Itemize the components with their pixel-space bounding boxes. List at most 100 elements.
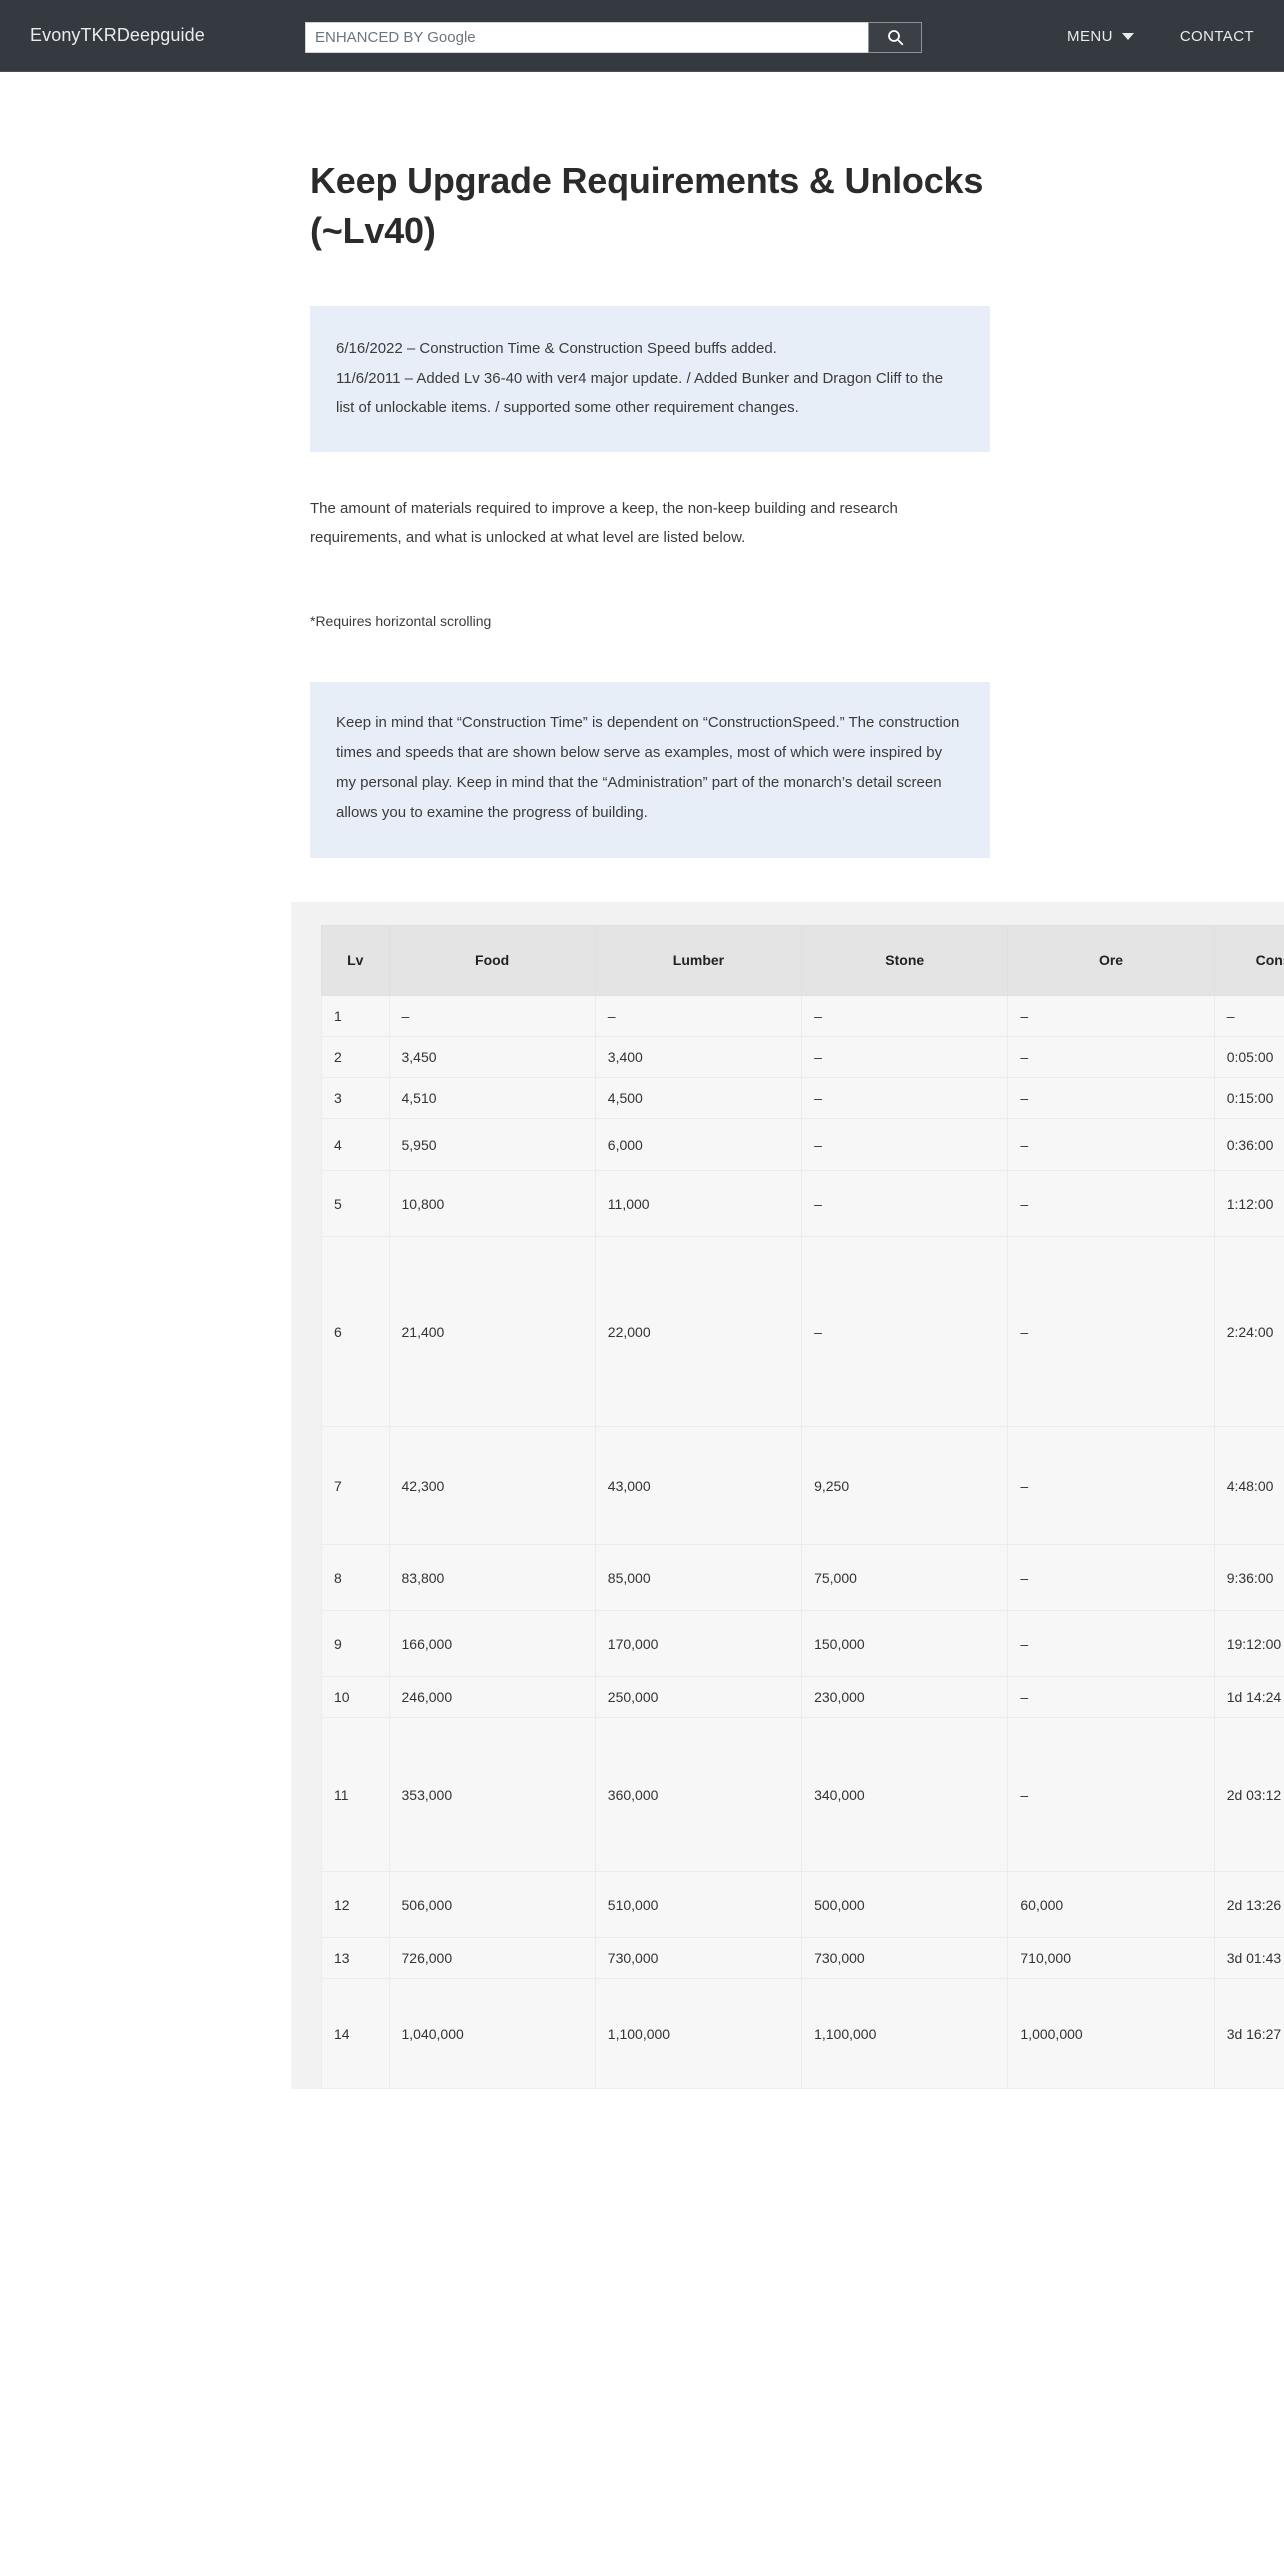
cell-construction-time: 0:05:00 [1213,1036,1284,1079]
cell-food: 3,450 [388,1036,596,1079]
table-row: 3 4,510 4,500– –0:15:00 [321,1077,1284,1120]
update-notice-box: 6/16/2022 – Construction Time & Construc… [310,306,990,453]
primary-nav: MENU CONTACT [1067,0,1254,72]
cell-stone: 230,000 [801,1676,1009,1719]
column-header-lumber: Lumber [594,925,803,997]
cell-construction-time: 2:24:00 [1213,1236,1284,1428]
cell-food: 726,000 [388,1937,596,1980]
cell-lv: 7 [321,1426,390,1546]
cell-lv: 6 [321,1236,390,1428]
table-row: 8 83,800 85,000 75,000–9:36:00 [321,1544,1284,1612]
cell-stone: 150,000 [801,1610,1009,1678]
cell-food: 21,400 [388,1236,596,1428]
cell-lumber: 4,500 [594,1077,803,1120]
cell-food: – [388,995,596,1038]
cell-ore: – [1007,1077,1215,1120]
table-row: 2 3,450 3,400– –0:05:00 [321,1036,1284,1079]
table-row: 4 5,950 6,000– –0:36:00 [321,1118,1284,1172]
cell-lv: 14 [321,1978,390,2090]
cell-stone: – [801,1077,1009,1120]
column-header-construction-time: Construction Time [1213,925,1284,997]
cell-lv: 2 [321,1036,390,1079]
cell-stone: 730,000 [801,1937,1009,1980]
cell-construction-time: 3d 16:27 [1213,1978,1284,2090]
nav-item-menu[interactable]: MENU [1067,28,1134,45]
cell-stone: 1,100,000 [801,1978,1009,2090]
search-input[interactable] [305,22,868,53]
cell-ore: – [1007,1118,1215,1172]
table-header-row: Lv Food Lumber Stone Ore Construction Ti… [321,925,1284,997]
cell-construction-time: 2d 13:26 [1213,1871,1284,1939]
table-row: 1– – – – – [321,995,1284,1038]
cell-stone: – [801,1036,1009,1079]
cell-ore: – [1007,1610,1215,1678]
cell-lumber: 85,000 [594,1544,803,1612]
table-row: 12 506,000 510,000 500,000 60,000 2d 13:26 [321,1871,1284,1939]
cell-lumber: 6,000 [594,1118,803,1172]
page-title: Keep Upgrade Requirements & Unlocks (~Lv… [310,160,984,251]
table-row: 10 246,000 250,000 230,000–1d 14:24 [321,1676,1284,1719]
cell-stone: – [801,1170,1009,1238]
construction-time-notice-box: Keep in mind that “Construction Time” is… [310,682,990,859]
cell-lumber: 1,100,000 [594,1978,803,2090]
cell-food: 10,800 [388,1170,596,1238]
cell-lv: 10 [321,1676,390,1719]
cell-ore: 60,000 [1007,1871,1215,1939]
update-notice-line-1: 6/16/2022 – Construction Time & Construc… [336,340,777,358]
cell-ore: – [1007,1676,1215,1719]
column-header-lv: Lv [321,925,390,997]
cell-lumber: 11,000 [594,1170,803,1238]
cell-lv: 4 [321,1118,390,1172]
site-brand[interactable]: EvonyTKRDeepguide [30,25,205,45]
cell-food: 1,040,000 [388,1978,596,2090]
cell-lumber: 730,000 [594,1937,803,1980]
cell-lumber: 170,000 [594,1610,803,1678]
cell-food: 506,000 [388,1871,596,1939]
cell-construction-time: 3d 01:43 [1213,1937,1284,1980]
cell-lumber: 43,000 [594,1426,803,1546]
cell-food: 42,300 [388,1426,596,1546]
nav-item-contact-label: CONTACT [1179,27,1254,45]
scroll-note: *Requires horizontal scrolling [310,612,492,629]
cell-construction-time: 1d 14:24 [1213,1676,1284,1719]
cell-lumber: 510,000 [594,1871,803,1939]
cell-stone: 75,000 [801,1544,1009,1612]
cell-ore: – [1007,1170,1215,1238]
cell-construction-time: 9:36:00 [1213,1544,1284,1612]
cell-lumber: 3,400 [594,1036,803,1079]
table-row: 13 726,000 730,000 730,000 710,000 3d 01:43 [321,1937,1284,1980]
table-body: 1– – – – –2 3,450 3,400– –0:05:00 3 4,510 4,500– –0… [321,995,1284,2090]
search-button[interactable] [868,22,922,53]
column-header-ore: Ore [1007,925,1215,997]
cell-food: 83,800 [388,1544,596,1612]
cell-food: 353,000 [388,1717,596,1873]
cell-food: 5,950 [388,1118,596,1172]
cell-stone: 500,000 [801,1871,1009,1939]
cell-construction-time: 4:48:00 [1213,1426,1284,1546]
cell-ore: 1,000,000 [1007,1978,1215,2090]
cell-ore: – [1007,1236,1215,1428]
cell-construction-time: 0:15:00 [1213,1077,1284,1120]
cell-construction-time: 2d 03:12 [1213,1717,1284,1873]
site-header: EvonyTKRDeepguide MENU CONTACT [0,0,1284,72]
table-row: 14 1,040,000 1,100,000 1,100,000 1,000,000 3d… [321,1978,1284,2090]
nav-item-contact[interactable]: CONTACT [1180,28,1254,45]
cell-stone: 9,250 [801,1426,1009,1546]
intro-paragraph: The amount of materials required to impr… [310,500,898,547]
table-horizontal-scroll-area[interactable]: Lv Food Lumber Stone Ore Construction Ti… [291,902,1284,2090]
construction-time-notice-text: Keep in mind that “Construction Time” is… [336,714,960,822]
cell-lumber: 250,000 [594,1676,803,1719]
search-icon [887,29,904,46]
cell-stone: – [801,1236,1009,1428]
cell-lv: 9 [321,1610,390,1678]
cell-ore: – [1007,1426,1215,1546]
table-head: Lv Food Lumber Stone Ore Construction Ti… [321,925,1284,997]
cell-food: 166,000 [388,1610,596,1678]
cell-lv: 13 [321,1937,390,1980]
cell-construction-time: 1:12:00 [1213,1170,1284,1238]
google-search-form [305,22,922,53]
cell-ore: – [1007,1544,1215,1612]
chevron-down-icon [1121,32,1134,40]
table-row: 11 353,000 360,000 340,000–2d 03:12 [321,1717,1284,1873]
cell-lv: 12 [321,1871,390,1939]
